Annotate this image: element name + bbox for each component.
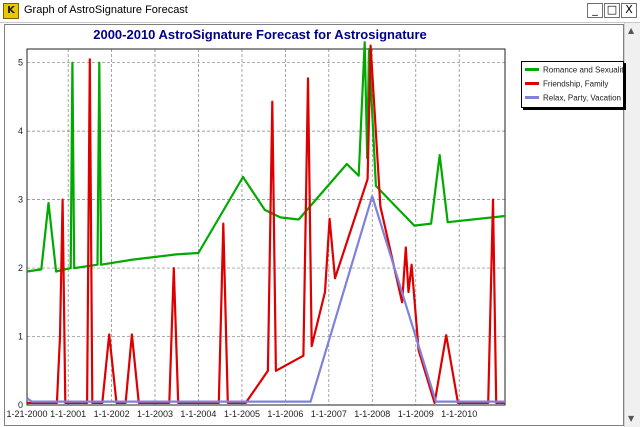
chart-title: 2000-2010 AstroSignature Forecast for As… (93, 27, 427, 42)
chart-grid (27, 49, 505, 406)
x-tick-label: 1-1-2010 (441, 409, 477, 419)
x-tick-label: 1-1-2003 (137, 409, 173, 419)
x-tick-label: 1-1-2008 (354, 409, 390, 419)
x-tick-label: 1-21-2000 (6, 409, 47, 419)
x-tick-label: 1-1-2002 (94, 409, 130, 419)
legend-item-friendship: Friendship, Family (525, 79, 623, 91)
close-button[interactable]: X (621, 3, 637, 18)
y-tick-label: 2 (18, 263, 23, 273)
legend-label-friendship: Friendship, Family (543, 79, 609, 89)
scroll-up-icon[interactable]: ▲ (628, 26, 635, 35)
series-line-relax (26, 195, 505, 403)
y-tick-label: 0 (18, 400, 23, 410)
x-tick-label: 1-1-2009 (398, 409, 434, 419)
legend-swatch-friendship (525, 82, 539, 86)
y-tick-label: 5 (18, 58, 23, 68)
scroll-down-icon[interactable]: ▼ (628, 414, 635, 423)
chart-series (26, 41, 506, 404)
legend-label-relax: Relax, Party, Vacation (543, 93, 621, 103)
x-tick-label: 1-1-2007 (311, 409, 347, 419)
y-tick-label: 4 (18, 126, 23, 136)
x-tick-label: 1-1-2006 (267, 409, 303, 419)
x-tick-label: 1-1-2005 (224, 409, 260, 419)
chart-legend: Romance and Sexuality Friendship, Family… (521, 61, 624, 108)
legend-item-romance: Romance and Sexuality (525, 65, 624, 77)
series-line-romance (26, 41, 506, 273)
x-tick-label: 1-1-2004 (180, 409, 216, 419)
maximize-button[interactable]: □ (604, 3, 620, 18)
legend-label-romance: Romance and Sexuality (543, 65, 624, 75)
y-tick-label: 1 (18, 332, 23, 342)
series-line-friendship (27, 44, 505, 404)
window-title: Graph of AstroSignature Forecast (24, 4, 188, 16)
legend-swatch-relax (525, 96, 539, 100)
chart-axes: 0 1 2 3 4 5 1-21-2000 1-1-2001 1-1-2002 1-1-2003 1… (6, 48, 506, 419)
app-logo-icon: K (3, 3, 19, 19)
legend-item-relax: Relax, Party, Vacation (525, 93, 623, 105)
y-tick-label: 3 (18, 195, 23, 205)
legend-swatch-romance (525, 68, 539, 72)
chart-frame (4, 24, 624, 426)
window-titlebar: K Graph of AstroSignature Forecast _ □ X (0, 0, 640, 23)
vertical-scrollbar[interactable]: ▲ ▼ (624, 23, 640, 427)
x-tick-label: 1-1-2001 (50, 409, 86, 419)
plot-area-border (26, 48, 506, 406)
minimize-button[interactable]: _ (587, 3, 603, 18)
